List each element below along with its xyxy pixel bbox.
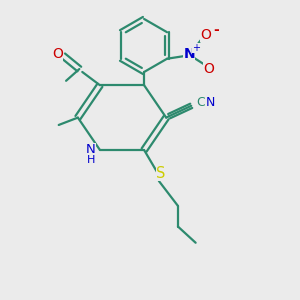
Text: N: N bbox=[86, 143, 95, 157]
Text: +: + bbox=[192, 43, 200, 53]
Text: N: N bbox=[206, 96, 215, 110]
Text: O: O bbox=[203, 62, 214, 76]
Text: S: S bbox=[156, 166, 165, 181]
Text: H: H bbox=[87, 155, 95, 165]
Text: -: - bbox=[214, 23, 219, 37]
Text: O: O bbox=[200, 28, 211, 42]
Text: C: C bbox=[196, 96, 205, 110]
Text: O: O bbox=[52, 47, 63, 61]
Text: N: N bbox=[183, 47, 195, 61]
